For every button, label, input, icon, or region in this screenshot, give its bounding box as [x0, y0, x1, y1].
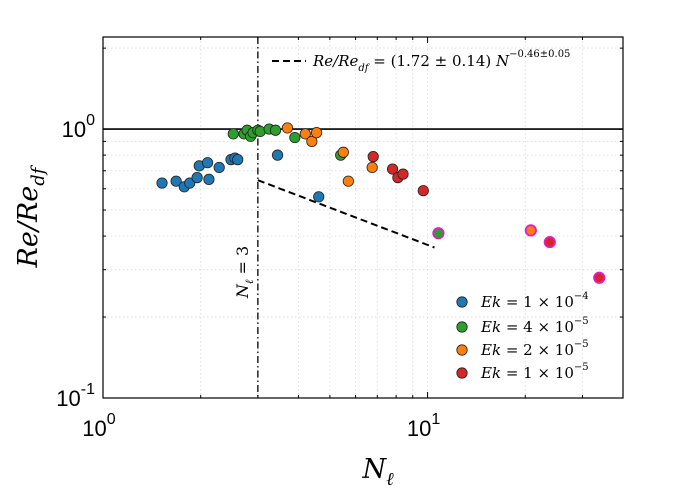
data-point-series-1	[313, 191, 325, 203]
legend-label-3: Ek = 2 × 10−5	[480, 339, 589, 359]
legend-label-4: Ek = 1 × 10−5	[480, 362, 589, 382]
x-tick-label: 100	[82, 411, 115, 441]
fit-legend: Re/Redf = (1.72 ± 0.14) N−0.46±0.05	[272, 49, 570, 74]
data-point-series-2	[269, 124, 282, 136]
y-tick-label: 100	[62, 112, 95, 142]
data-point-series-3	[281, 122, 294, 134]
vertical-line-label: Nℓ = 3	[233, 246, 256, 299]
fit-line	[257, 179, 435, 249]
data-point-series-4	[397, 168, 409, 180]
data-point-series-4	[417, 185, 429, 197]
data-point-series-4	[367, 151, 379, 163]
data-point-series-3	[337, 146, 349, 158]
data-point-series-1	[232, 154, 244, 166]
x-tick-label: 101	[407, 411, 440, 441]
axis-labels: Nℓ Re/Redf	[13, 164, 394, 490]
highlighted-point	[543, 235, 556, 249]
legend-marker-4	[456, 367, 468, 379]
legend-marker-1	[456, 296, 468, 308]
highlighted-point	[524, 224, 537, 237]
legend-label-2: Ek = 4 × 10−5	[480, 316, 589, 336]
data-point-series-3	[366, 161, 378, 174]
data-point-series-1	[201, 157, 214, 169]
x-axis-label: Nℓ	[361, 454, 394, 490]
data-point-series-3	[310, 127, 323, 139]
data-point-series-1	[191, 172, 203, 184]
data-points	[156, 122, 606, 284]
y-axis-label: Re/Redf	[13, 164, 49, 268]
legend-marker-2	[456, 321, 468, 333]
data-point-series-3	[299, 128, 311, 140]
data-point-series-2	[289, 131, 301, 144]
highlighted-point	[432, 227, 445, 240]
data-point-series-1	[203, 173, 215, 185]
highlighted-point	[593, 271, 606, 284]
reference-lines: Nℓ = 3	[103, 37, 623, 398]
data-point-series-1	[271, 149, 284, 161]
y-tick-label: 10-1	[56, 381, 95, 411]
legend-label-1: Ek = 1 × 10−4	[480, 291, 589, 311]
data-point-series-4	[386, 163, 399, 175]
data-point-series-3	[342, 175, 354, 187]
data-point-series-3	[306, 135, 318, 147]
data-point-series-2	[227, 128, 239, 140]
data-point-series-1	[156, 177, 168, 189]
fit-legend-label: Re/Redf = (1.72 ± 0.14) N−0.46±0.05	[312, 49, 570, 74]
data-point-series-1	[170, 175, 182, 187]
data-point-series-1	[213, 161, 225, 174]
legend-marker-3	[456, 344, 468, 356]
plot-frame	[102, 36, 624, 399]
legend: Ek = 1 × 10−4 Ek = 4 × 10−5 Ek = 2 × 10−5 E…	[456, 291, 589, 382]
